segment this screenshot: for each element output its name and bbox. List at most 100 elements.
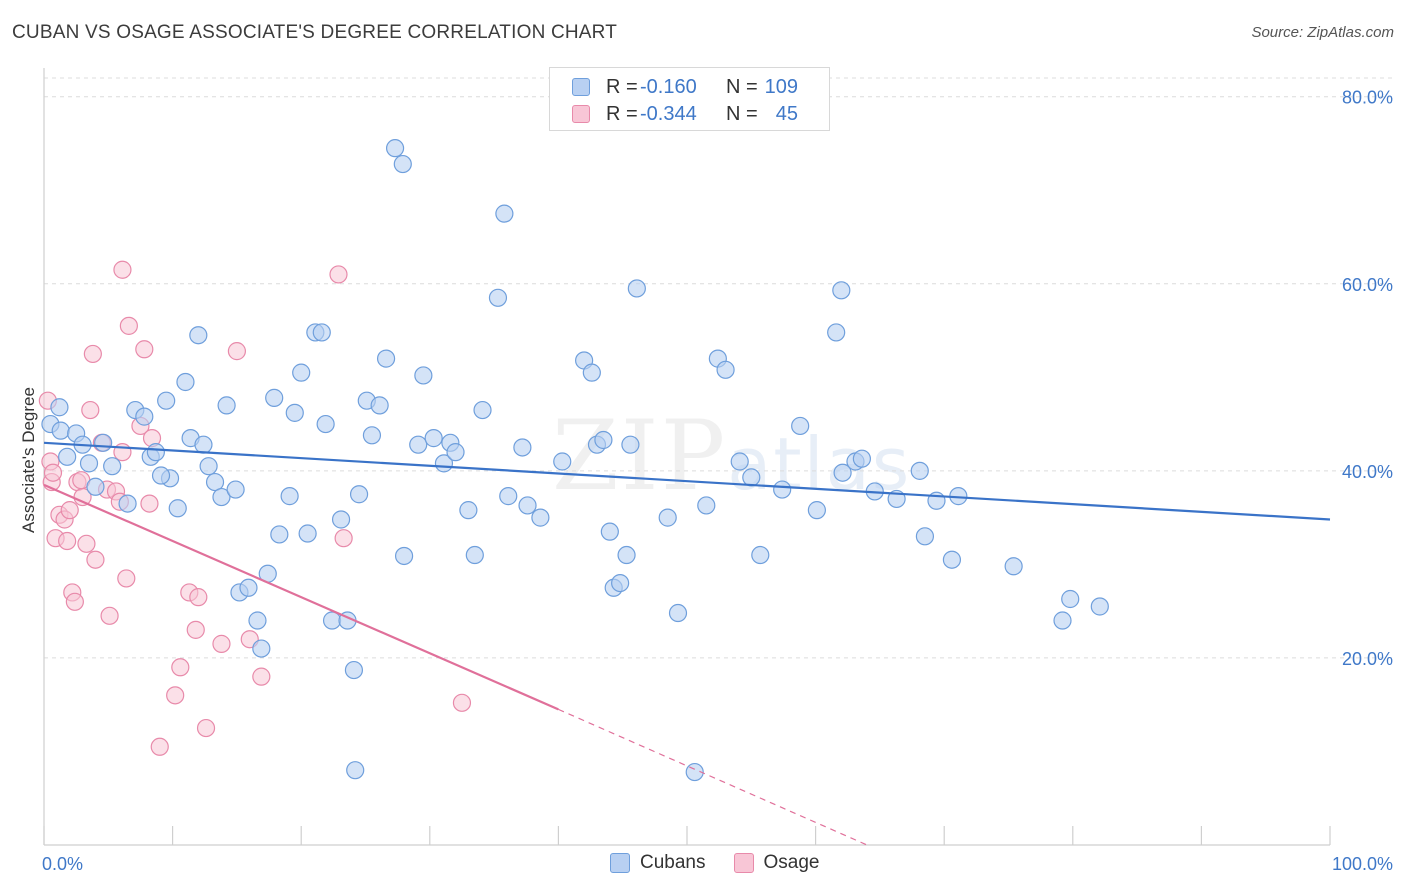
osage-point — [186, 620, 205, 639]
cubans-point — [316, 414, 335, 434]
cubans-point — [513, 438, 532, 457]
cubans-point — [1090, 597, 1109, 616]
cubans-point — [627, 279, 646, 298]
legend-swatch-cubans — [572, 78, 590, 96]
series-legend-osage[interactable]: Osage — [733, 852, 820, 874]
cubans-point — [465, 545, 484, 565]
cubans-point — [495, 204, 514, 223]
cubans-point — [157, 391, 176, 410]
cubans-point — [807, 501, 826, 520]
osage-point — [83, 344, 102, 364]
y-tick-label: 40.0% — [1342, 462, 1393, 482]
cubans-point — [473, 400, 492, 420]
legend-r-label: R = — [606, 75, 638, 98]
osage-point — [212, 634, 231, 653]
series-legend-cubans[interactable]: Cubans — [610, 852, 706, 874]
cubans-point — [168, 499, 187, 518]
cubans-point — [697, 496, 716, 515]
cubans-point — [217, 396, 236, 415]
series-legend: Cubans Osage — [610, 852, 847, 874]
cubans-point — [773, 480, 792, 499]
cubans-point — [151, 466, 171, 485]
cubans-point — [239, 578, 258, 597]
cubans-point — [265, 388, 284, 407]
cubans-point — [194, 435, 213, 454]
cubans-point — [594, 430, 613, 450]
legend-r-value-osage: -0.344 — [640, 102, 697, 125]
osage-point — [227, 342, 246, 361]
osage-point — [189, 588, 208, 607]
y-tick-label: 80.0% — [1342, 88, 1393, 108]
trend-layer — [43, 441, 1331, 846]
cubans-point — [385, 139, 405, 158]
cubans-point — [51, 421, 70, 440]
cubans-point — [393, 154, 412, 174]
y-axis-title: Associate's Degree — [19, 387, 38, 533]
osage-point — [135, 340, 154, 359]
cubans-point — [50, 398, 69, 417]
cubans-point — [331, 510, 351, 529]
cubans-point — [199, 457, 218, 476]
cubans-point — [832, 281, 851, 300]
cubans-point — [94, 433, 113, 452]
cubans-point — [292, 363, 311, 382]
osage-point — [119, 316, 138, 335]
osage-point — [196, 718, 216, 738]
osage-point — [43, 463, 63, 482]
cubans-point — [298, 524, 317, 543]
series-label-osage: Osage — [763, 852, 820, 873]
legend-row-cubans: R = -0.160 N = 109 — [572, 74, 798, 100]
series-swatch-cubans — [610, 853, 630, 873]
cubans-point — [79, 454, 99, 473]
cubans-point — [226, 480, 245, 499]
legend-n-value-cubans: 109 — [764, 75, 798, 98]
cubans-point — [658, 508, 677, 527]
osage-point — [334, 529, 353, 548]
cubans-point — [518, 496, 537, 515]
osage-point — [117, 569, 136, 588]
legend-n-label: N = — [726, 102, 758, 125]
cubans-point — [446, 443, 465, 462]
osage-points — [38, 260, 472, 756]
cubans-point — [414, 366, 433, 385]
osage-point — [113, 260, 132, 279]
osage-point — [86, 550, 105, 569]
cubans-point — [611, 573, 630, 593]
osage-point — [58, 531, 77, 551]
cubans-point — [1061, 589, 1080, 609]
label-layer: 20.0% 40.0% 60.0% 80.0% 0.0% 100.0% Associate'… — [19, 88, 1393, 874]
cubans-point — [582, 363, 601, 382]
cubans-point — [1053, 611, 1072, 630]
cubans-point — [205, 472, 225, 492]
legend-r-value-cubans: -0.160 — [640, 75, 697, 98]
cubans-point — [362, 426, 382, 445]
cubans-point — [617, 545, 636, 565]
cubans-point — [833, 463, 852, 482]
legend-r-label: R = — [606, 102, 638, 125]
cubans-point — [424, 429, 443, 448]
watermark-zip: ZIP — [552, 400, 728, 512]
source-label: Source: ZipAtlas.com — [1251, 24, 1394, 41]
cubans-point — [285, 403, 304, 422]
osage-point — [452, 693, 472, 712]
cubans-trend-line — [43, 441, 1331, 521]
osage-point — [171, 658, 190, 677]
cubans-point — [852, 449, 871, 468]
osage-point — [77, 534, 96, 553]
cubans-point — [176, 372, 195, 392]
watermark: ZIPatlas — [552, 400, 911, 512]
cubans-point — [344, 660, 364, 680]
legend-row-osage: R = -0.344 N = 45 — [572, 101, 798, 127]
series-swatch-osage — [733, 853, 754, 873]
cubans-point — [312, 323, 331, 342]
osage-point — [166, 686, 185, 705]
cubans-point — [600, 522, 619, 541]
cubans-point — [189, 326, 208, 345]
cubans-point — [376, 349, 396, 368]
osage-point — [81, 400, 100, 420]
cubans-point — [621, 435, 640, 454]
cubans-point — [394, 546, 414, 566]
cubans-point — [346, 761, 365, 780]
x-tick-label: 100.0% — [1332, 854, 1393, 874]
legend-swatch-osage — [572, 105, 590, 123]
